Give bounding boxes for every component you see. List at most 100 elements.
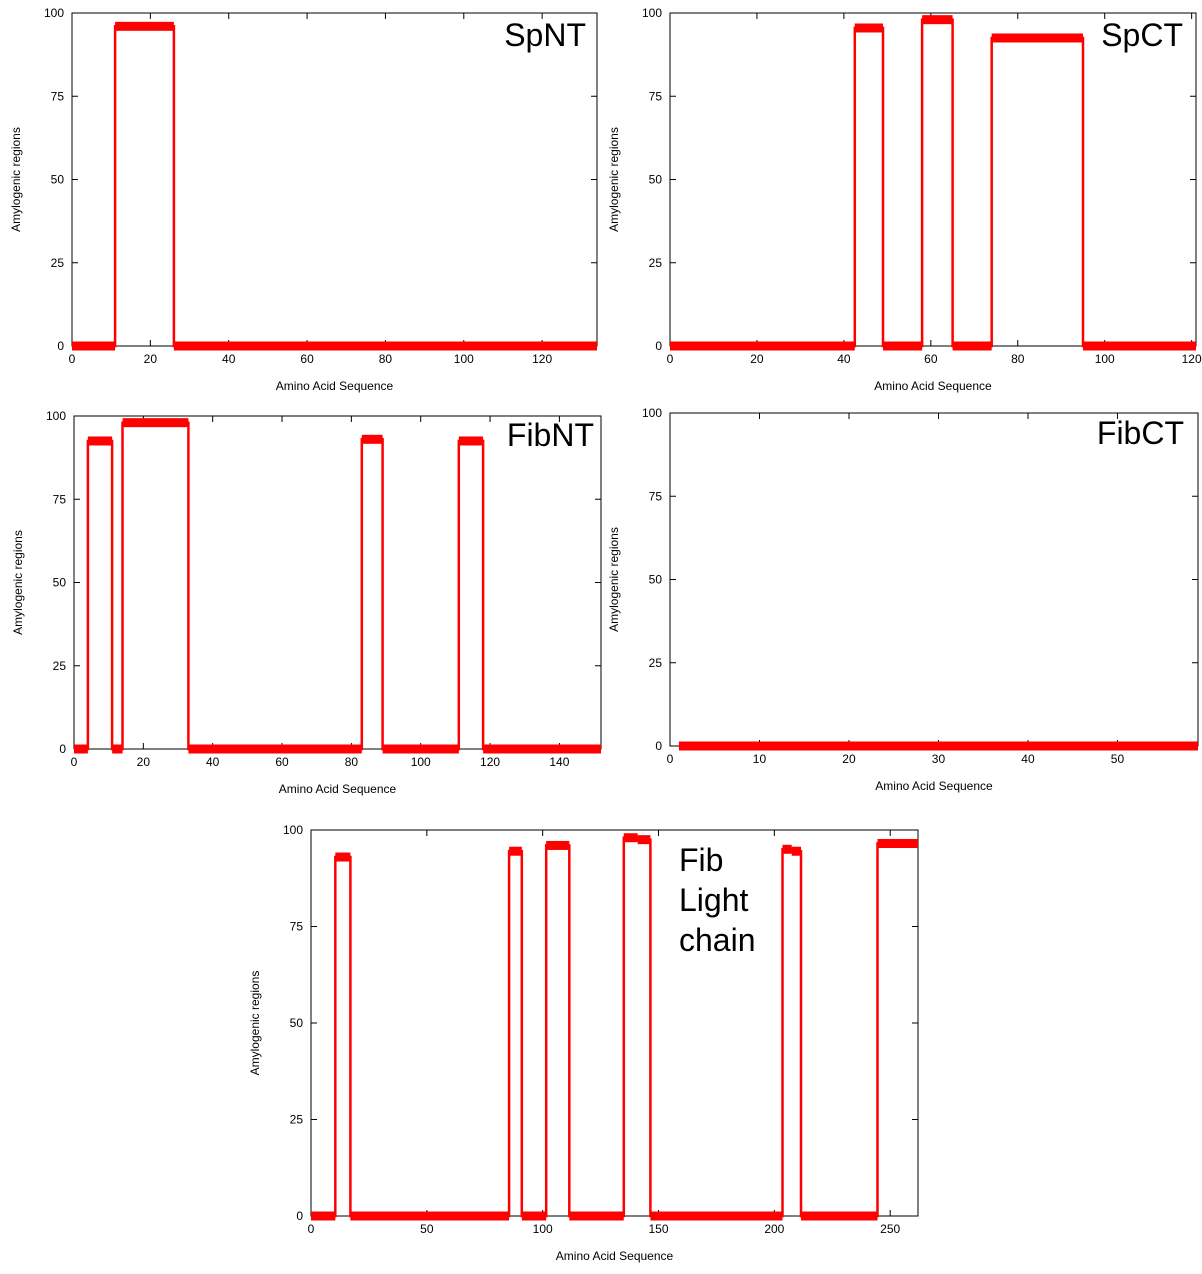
y-axis-label: Amylogenic regions: [248, 971, 262, 1076]
x-tick-label: 60: [275, 755, 289, 769]
y-tick-label: 75: [649, 89, 663, 103]
segment-bar: [458, 436, 484, 446]
y-tick-label: 100: [283, 823, 303, 837]
x-tick-label: 120: [1182, 352, 1202, 366]
y-tick-label: 50: [290, 1016, 304, 1030]
panel-title: FibNT: [507, 417, 594, 453]
segment-bar: [72, 341, 116, 351]
segment-bar: [361, 434, 383, 444]
x-tick-label: 50: [420, 1222, 434, 1236]
y-axis-label: Amylogenic regions: [9, 127, 23, 232]
y-tick-label: 50: [53, 576, 67, 590]
x-tick-label: 0: [69, 352, 76, 366]
x-tick-label: 80: [379, 352, 393, 366]
y-tick-label: 100: [44, 6, 64, 20]
x-tick-label: 0: [667, 752, 674, 766]
panel-spct: 0 25 50 75 100 0 20 40 60 80 100 120 Amino Acid Sequ…: [607, 6, 1202, 393]
series-line: [72, 25, 597, 348]
segment-bar: [521, 1211, 547, 1221]
y-tick-label: 25: [649, 656, 663, 670]
y-tick-label: 25: [51, 256, 65, 270]
x-tick-label: 100: [454, 352, 474, 366]
x-tick-label: 40: [206, 755, 220, 769]
segment-bar: [678, 741, 1198, 751]
x-tick-label: 20: [144, 352, 158, 366]
panel-title-line: Fib: [679, 842, 723, 878]
x-tick-label: 120: [480, 755, 500, 769]
segment-bar: [87, 436, 113, 446]
y-tick-label: 100: [642, 6, 662, 20]
x-tick-label: 40: [1021, 752, 1035, 766]
y-tick-label: 0: [655, 339, 662, 353]
x-axis-label: Amino Acid Sequence: [276, 379, 394, 393]
x-tick-label: 50: [1111, 752, 1125, 766]
segment-bar: [854, 23, 884, 33]
segment-bar: [546, 840, 570, 850]
y-tick-label: 50: [649, 173, 663, 187]
x-tick-label: 20: [750, 352, 764, 366]
panel-title: SpCT: [1101, 17, 1183, 53]
segment-bar: [782, 844, 792, 854]
segment-bar: [569, 1211, 624, 1221]
y-tick-label: 0: [655, 739, 662, 753]
segment-bar: [74, 744, 88, 754]
segment-bar: [650, 1211, 783, 1221]
x-tick-label: 10: [753, 752, 767, 766]
x-tick-label: 120: [532, 352, 552, 366]
x-tick-label: 60: [300, 352, 314, 366]
plot-frame: [71, 12, 598, 347]
x-tick-label: 200: [764, 1222, 784, 1236]
y-tick-label: 50: [51, 173, 65, 187]
series-line: [74, 421, 601, 751]
y-tick-label: 75: [53, 492, 67, 506]
panel-title: SpNT: [504, 17, 586, 53]
y-tick-label: 100: [46, 409, 66, 423]
x-tick-label: 80: [1011, 352, 1025, 366]
segment-bar: [670, 341, 855, 351]
plot-frame: [310, 829, 919, 1217]
x-axis-label: Amino Acid Sequence: [556, 1249, 674, 1263]
x-tick-label: 60: [924, 352, 938, 366]
x-tick-label: 0: [71, 755, 78, 769]
panel-title-line: Light: [679, 882, 749, 918]
y-tick-label: 75: [649, 489, 663, 503]
x-axis-label: Amino Acid Sequence: [279, 782, 397, 796]
x-tick-label: 250: [880, 1222, 900, 1236]
x-tick-label: 40: [222, 352, 236, 366]
segment-bar: [382, 744, 459, 754]
y-tick-label: 50: [649, 573, 663, 587]
panel-fibct: 0 25 50 75 100 0 10 20 30 40 50 Amino Acid Sequence…: [607, 406, 1199, 793]
panel-spnt: 0 25 50 75 100 0 20 40 60 80 100 120 Amino Acid Sequ…: [9, 6, 598, 393]
segment-bar: [311, 1211, 336, 1221]
segment-bar: [922, 15, 953, 25]
x-axis-label: Amino Acid Sequence: [874, 379, 992, 393]
segment-bar: [883, 341, 923, 351]
panel-title: FibCT: [1097, 415, 1184, 451]
x-tick-label: 0: [308, 1222, 315, 1236]
panel-fiblight: 0 25 50 75 100 0 50 100 150 200 250 Amino Acid Sequ…: [248, 823, 919, 1263]
x-tick-label: 20: [137, 755, 151, 769]
x-axis-label: Amino Acid Sequence: [875, 779, 993, 793]
x-tick-label: 150: [649, 1222, 669, 1236]
segment-bar: [188, 744, 362, 754]
segment-bar: [173, 341, 598, 351]
y-axis-label: Amylogenic regions: [607, 527, 621, 632]
segment-bar: [115, 21, 174, 31]
plot-frame: [73, 415, 602, 750]
segment-bar: [991, 33, 1083, 43]
y-tick-label: 0: [57, 339, 64, 353]
y-tick-label: 75: [51, 89, 65, 103]
y-tick-label: 25: [290, 1113, 304, 1127]
segment-bar: [1082, 341, 1196, 351]
segment-bar: [122, 418, 189, 428]
panel-fibnt: 0 25 50 75 100 0 20 40 60 80 100 120 140 Amino Acid S…: [11, 409, 602, 796]
segment-bar: [112, 744, 123, 754]
y-tick-label: 100: [642, 406, 662, 420]
x-tick-label: 100: [1095, 352, 1115, 366]
y-axis-label: Amylogenic regions: [11, 530, 25, 635]
x-tick-label: 40: [837, 352, 851, 366]
y-tick-label: 0: [59, 742, 66, 756]
y-tick-label: 75: [290, 920, 304, 934]
x-tick-label: 80: [345, 755, 359, 769]
